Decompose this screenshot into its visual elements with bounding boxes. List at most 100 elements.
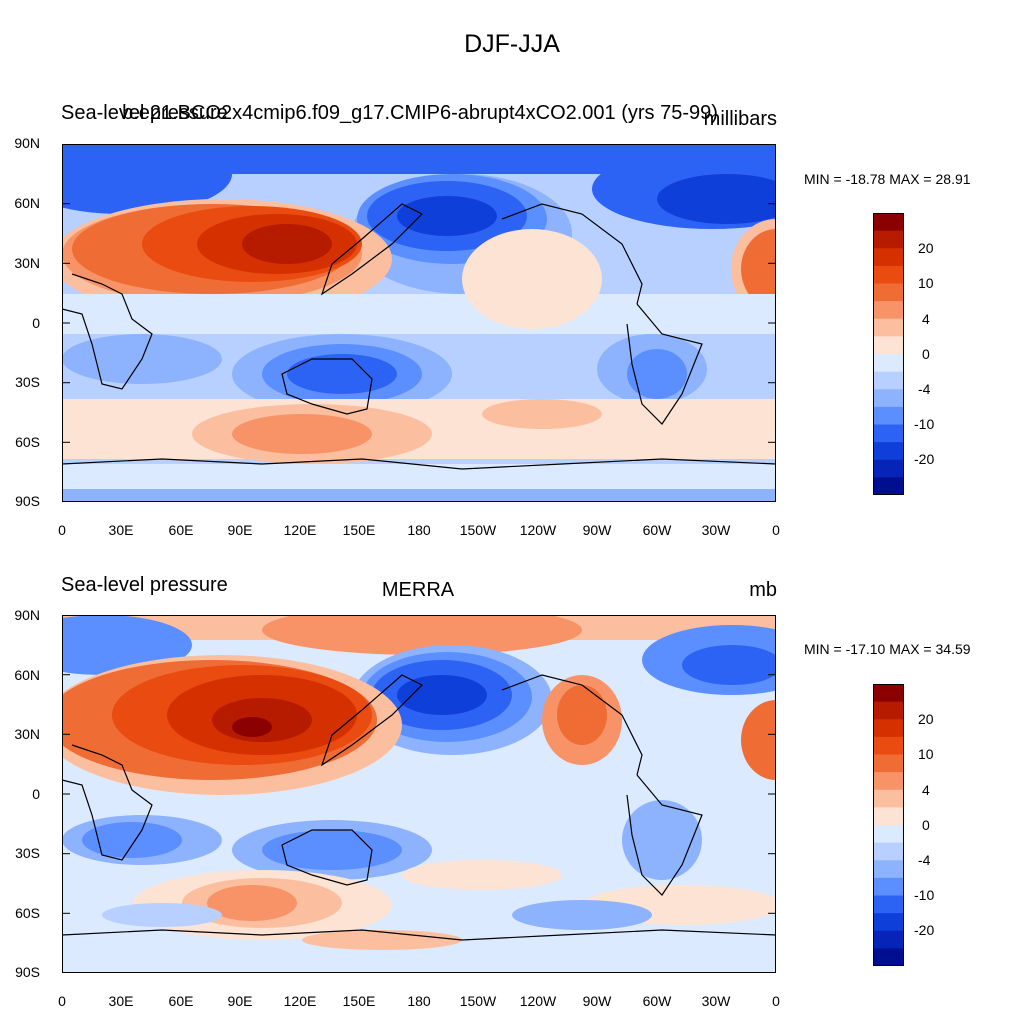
- colorbar-border: [873, 213, 904, 495]
- panel2-lat-label: 90N: [14, 607, 40, 623]
- colorbar-swatch: [873, 265, 904, 284]
- panel2-colorbar: [873, 684, 904, 967]
- panel2-lon-label: 120W: [519, 993, 557, 1009]
- panel2-lat-label: 60S: [15, 905, 40, 921]
- panel2-lon-label: 0: [58, 993, 66, 1009]
- panel2-lat-label: 30S: [15, 845, 40, 861]
- panel2-colorbar-label: -20: [914, 922, 935, 938]
- panel1-colorbar-label: 0: [922, 346, 930, 362]
- panel2-ticks: [62, 674, 776, 914]
- panel1-colorbar-label: 10: [918, 275, 934, 291]
- panel2-lat-label: 60N: [14, 667, 40, 683]
- colorbar-swatch: [873, 684, 904, 703]
- panel2-lon-label: 150E: [342, 993, 376, 1009]
- panel2-colorbar-label: 20: [918, 711, 934, 727]
- colorbar-swatch: [873, 318, 904, 337]
- panel1-units: millibars: [703, 108, 777, 130]
- panel1-lon-label: 90W: [582, 522, 612, 538]
- panel1-center-title: b.e21.BCO2x4cmip6.f09_g17.CMIP6-abrupt4x…: [122, 102, 718, 124]
- panel2-center-title: MERRA: [381, 579, 455, 601]
- colorbar-swatch: [873, 842, 904, 861]
- panel2-coastlines: [62, 674, 776, 941]
- panel1-lon-label: 30W: [701, 522, 731, 538]
- colorbar-swatch: [873, 248, 904, 267]
- panel1-colorbar-label: 20: [918, 240, 934, 256]
- colorbar-swatch: [873, 301, 904, 320]
- panel2-lon-label: 90W: [582, 993, 612, 1009]
- panel2-lon-label: 60W: [642, 993, 672, 1009]
- panel1-lat-label: 90S: [15, 493, 40, 509]
- colorbar-swatch: [873, 459, 904, 478]
- panel2-units: mb: [749, 579, 777, 601]
- panel1-colorbar-label: 4: [922, 311, 930, 327]
- colorbar-swatch: [873, 442, 904, 461]
- panel1-lat-label: 60S: [15, 434, 40, 450]
- panel2-lat-label: 0: [32, 786, 40, 802]
- colorbar-swatch: [873, 719, 904, 738]
- colorbar-swatch: [873, 354, 904, 373]
- colorbar-swatch: [873, 213, 904, 232]
- main-title: DJF-JJA: [464, 30, 560, 58]
- panel1-colorbar: [873, 213, 904, 496]
- panel2-lon-label: 180: [407, 993, 431, 1009]
- panel2-colorbar-label: 10: [918, 746, 934, 762]
- panel1-ticks: [62, 203, 776, 443]
- colorbar-swatch: [873, 389, 904, 408]
- colorbar-swatch: [873, 701, 904, 720]
- panel2-minmax: MIN = -17.10 MAX = 34.59: [804, 641, 971, 657]
- colorbar-swatch: [873, 336, 904, 355]
- panel1-colorbar-label: -10: [914, 416, 935, 432]
- panel2-lon-label: 90E: [227, 993, 253, 1009]
- colorbar-swatch: [873, 371, 904, 390]
- panel1-lon-label: 60W: [642, 522, 672, 538]
- panel1-lon-label: 0: [58, 522, 66, 538]
- colorbar-swatch: [873, 913, 904, 932]
- panel1-lat-label: 30N: [14, 255, 40, 271]
- panel2-colorbar-label: -10: [914, 887, 935, 903]
- panel1-left-title: Sea-level pressure: [61, 102, 228, 124]
- colorbar-swatch: [873, 789, 904, 808]
- panel1-colorbar-label: -20: [914, 451, 935, 467]
- panel2-lon-label: 0: [772, 993, 780, 1009]
- panel2-lon-label: 120E: [283, 993, 317, 1009]
- colorbar-swatch: [873, 754, 904, 773]
- colorbar-swatch: [873, 736, 904, 755]
- panel1-lon-label: 60E: [168, 522, 194, 538]
- panel1-lon-label: 0: [772, 522, 780, 538]
- colorbar-swatch: [873, 895, 904, 914]
- panel1-lon-label: 120E: [283, 522, 317, 538]
- colorbar-swatch: [873, 948, 904, 967]
- colorbar-swatch: [873, 424, 904, 443]
- colorbar-swatch: [873, 283, 904, 302]
- panel1-colorbar-swatches: [873, 213, 904, 496]
- panel2-lat-label: 30N: [14, 726, 40, 742]
- panel2-colorbar-label: 4: [922, 782, 930, 798]
- colorbar-swatch: [873, 807, 904, 826]
- panel1-lon-label: 150W: [459, 522, 497, 538]
- colorbar-swatch: [873, 230, 904, 249]
- colorbar-swatch: [873, 772, 904, 791]
- panel1-lat-label: 60N: [14, 195, 40, 211]
- panel2-colorbar-label: 0: [922, 817, 930, 833]
- panel1-lat-label: 0: [32, 315, 40, 331]
- panel2-colorbar-label: -4: [918, 852, 931, 868]
- panel2-left-title: Sea-level pressure: [61, 574, 228, 596]
- colorbar-swatch: [873, 825, 904, 844]
- panel2-colorbar-swatches: [873, 684, 904, 967]
- panel1-lon-label: 150E: [342, 522, 376, 538]
- panel1-lon-label: 120W: [519, 522, 557, 538]
- panel1-lon-label: 90E: [227, 522, 253, 538]
- panel2-lon-label: 30E: [108, 993, 134, 1009]
- panel2-lat-label: 90S: [15, 964, 40, 980]
- panel1-coastlines: [62, 203, 776, 470]
- colorbar-swatch: [873, 477, 904, 496]
- colorbar-swatch: [873, 860, 904, 879]
- colorbar-border: [873, 684, 904, 966]
- colorbar-swatch: [873, 877, 904, 896]
- panel2-map: [62, 615, 776, 973]
- panel2-lon-label: 60E: [168, 993, 194, 1009]
- panel1-map: [62, 144, 776, 502]
- panel1-lon-label: 180: [407, 522, 431, 538]
- colorbar-swatch: [873, 930, 904, 949]
- panel1-lat-label: 30S: [15, 374, 40, 390]
